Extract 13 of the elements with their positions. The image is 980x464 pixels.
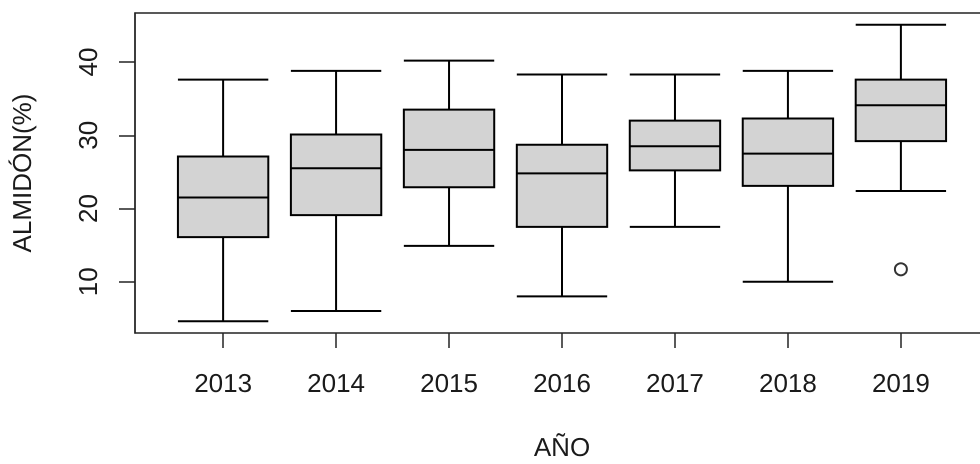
y-tick-label: 20 (73, 194, 103, 223)
x-tick-label: 2016 (533, 368, 591, 398)
x-tick-label: 2015 (420, 368, 478, 398)
x-tick-label: 2019 (872, 368, 930, 398)
y-tick-label: 30 (73, 120, 103, 150)
y-tick-label: 40 (73, 48, 103, 77)
y-axis-title: ALMIDÓN(%) (7, 94, 37, 252)
x-tick-label: 2013 (194, 368, 252, 398)
x-tick-label: 2014 (307, 368, 365, 398)
x-tick-label: 2017 (646, 368, 704, 398)
y-tick-label: 10 (73, 267, 103, 296)
x-axis-title: AÑO (534, 432, 590, 462)
x-tick-label: 2018 (759, 368, 817, 398)
